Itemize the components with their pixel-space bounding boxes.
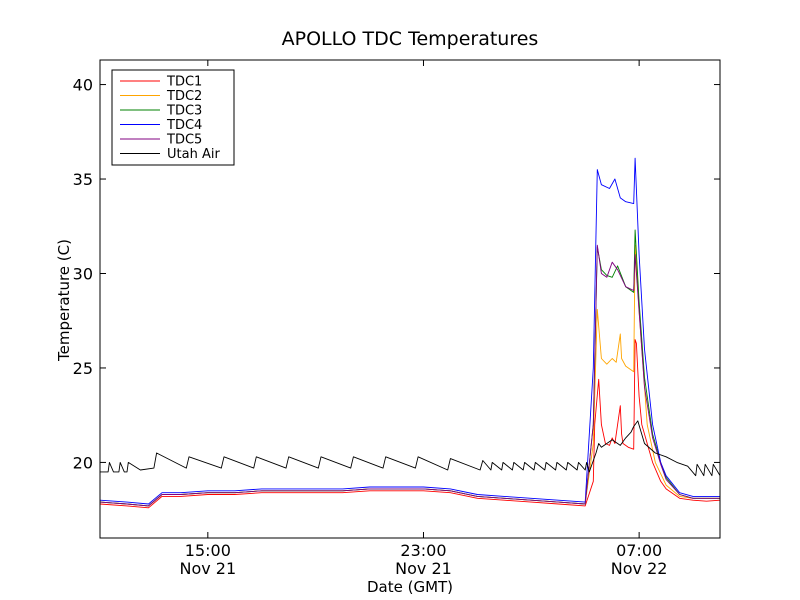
- series-line-tdc3: [100, 229, 720, 507]
- series-line-tdc5: [100, 244, 720, 507]
- y-axis-label: Temperature (C): [55, 239, 73, 362]
- plot-area: [100, 157, 720, 509]
- x-tick-label-date: Nov 22: [611, 559, 668, 578]
- chart-title: APOLLO TDC Temperatures: [282, 28, 539, 50]
- x-tick-label-time: 23:00: [400, 541, 446, 560]
- legend-label: TDC5: [166, 133, 202, 148]
- x-tick-label-time: 15:00: [185, 541, 231, 560]
- legend-box: [111, 69, 235, 166]
- y-tick-label: 25: [73, 359, 93, 378]
- series-line-utah-air: [100, 420, 720, 477]
- y-tick-label: 35: [73, 170, 93, 189]
- series-line-tdc2: [100, 244, 720, 507]
- legend-label: TDC3: [166, 104, 202, 119]
- series-line-tdc4: [100, 157, 720, 505]
- series-line-tdc1: [100, 339, 720, 509]
- x-axis-label: Date (GMT): [367, 578, 453, 596]
- legend-label: TDC2: [166, 89, 202, 104]
- legend-label: TDC4: [166, 118, 202, 133]
- x-tick-label-date: Nov 21: [395, 559, 452, 578]
- legend-label: TDC1: [166, 75, 202, 90]
- y-tick-label: 20: [73, 453, 93, 472]
- y-tick-label: 30: [73, 264, 93, 283]
- y-tick-label: 40: [73, 76, 93, 95]
- x-tick-label-time: 07:00: [616, 541, 662, 560]
- x-tick-label-date: Nov 21: [179, 559, 236, 578]
- legend-label: Utah Air: [167, 147, 220, 162]
- plot-frame: [99, 59, 721, 539]
